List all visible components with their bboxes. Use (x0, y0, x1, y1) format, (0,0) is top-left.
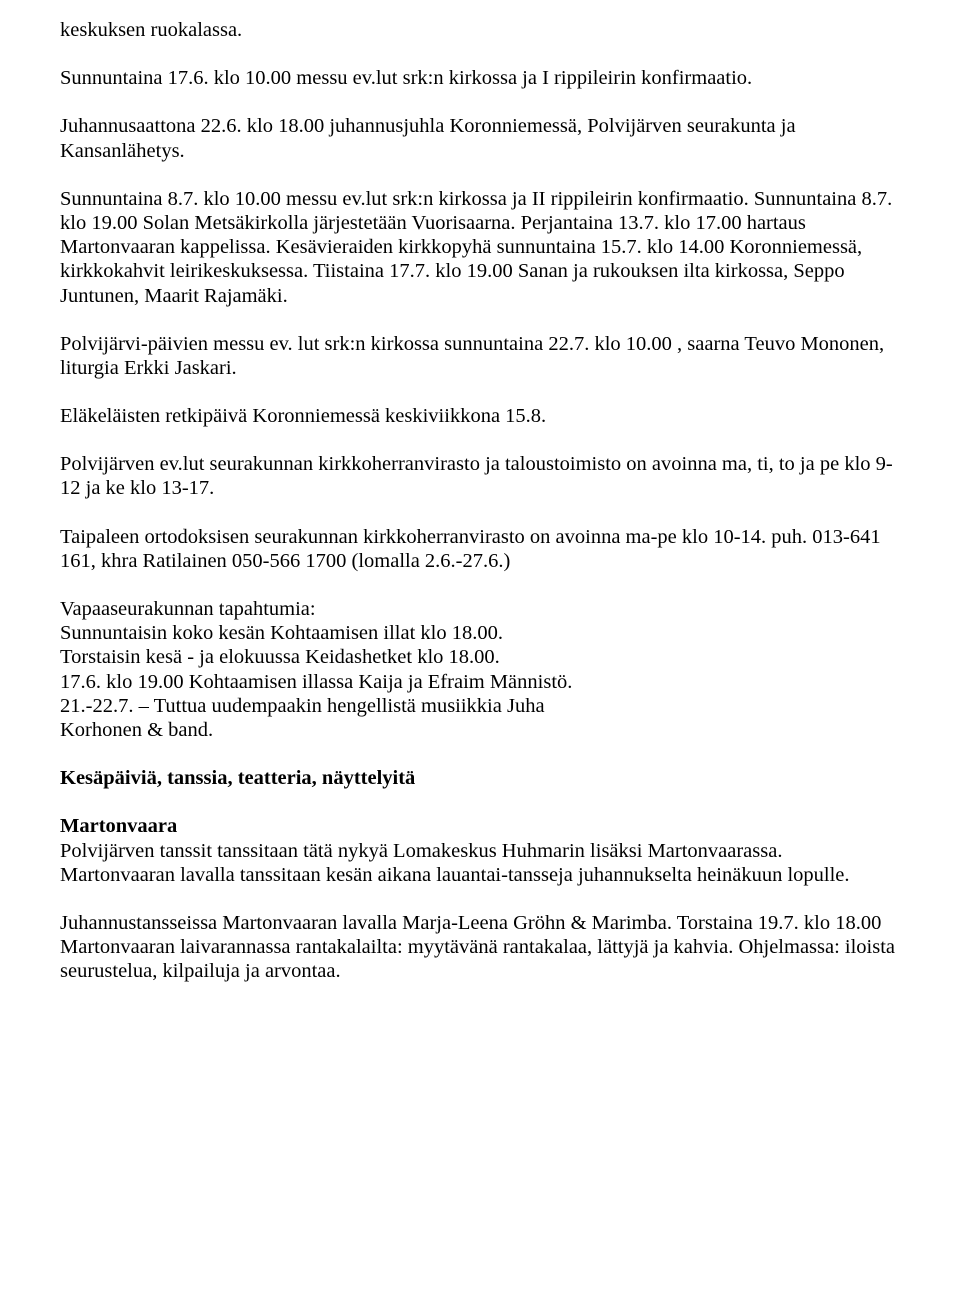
line: Vapaaseurakunnan tapahtumia: (60, 597, 900, 621)
line: 17.6. klo 19.00 Kohtaamisen illassa Kaij… (60, 670, 900, 694)
subsection: Martonvaara Polvijärven tanssit tanssita… (60, 814, 900, 887)
paragraph: Juhannusaattona 22.6. klo 18.00 juhannus… (60, 114, 900, 162)
line: Korhonen & band. (60, 718, 900, 742)
line: Torstaisin kesä - ja elokuussa Keidashet… (60, 645, 900, 669)
paragraph: Juhannustansseissa Martonvaaran lavalla … (60, 911, 900, 984)
paragraph: Polvijärven tanssit tanssitaan tätä nyky… (60, 839, 900, 887)
line: 21.-22.7. – Tuttua uudempaakin hengellis… (60, 694, 900, 718)
paragraph: Polvijärven ev.lut seurakunnan kirkkoher… (60, 452, 900, 500)
event-block: Vapaaseurakunnan tapahtumia: Sunnuntaisi… (60, 597, 900, 742)
paragraph: Polvijärvi-päivien messu ev. lut srk:n k… (60, 332, 900, 380)
subheading: Martonvaara (60, 814, 900, 838)
paragraph: Taipaleen ortodoksisen seurakunnan kirkk… (60, 525, 900, 573)
paragraph: Eläkeläisten retkipäivä Koronniemessä ke… (60, 404, 900, 428)
paragraph: Sunnuntaina 8.7. klo 10.00 messu ev.lut … (60, 187, 900, 308)
paragraph: Sunnuntaina 17.6. klo 10.00 messu ev.lut… (60, 66, 900, 90)
section-heading: Kesäpäiviä, tanssia, teatteria, näyttely… (60, 766, 900, 790)
line: Sunnuntaisin koko kesän Kohtaamisen illa… (60, 621, 900, 645)
paragraph: keskuksen ruokalassa. (60, 18, 900, 42)
